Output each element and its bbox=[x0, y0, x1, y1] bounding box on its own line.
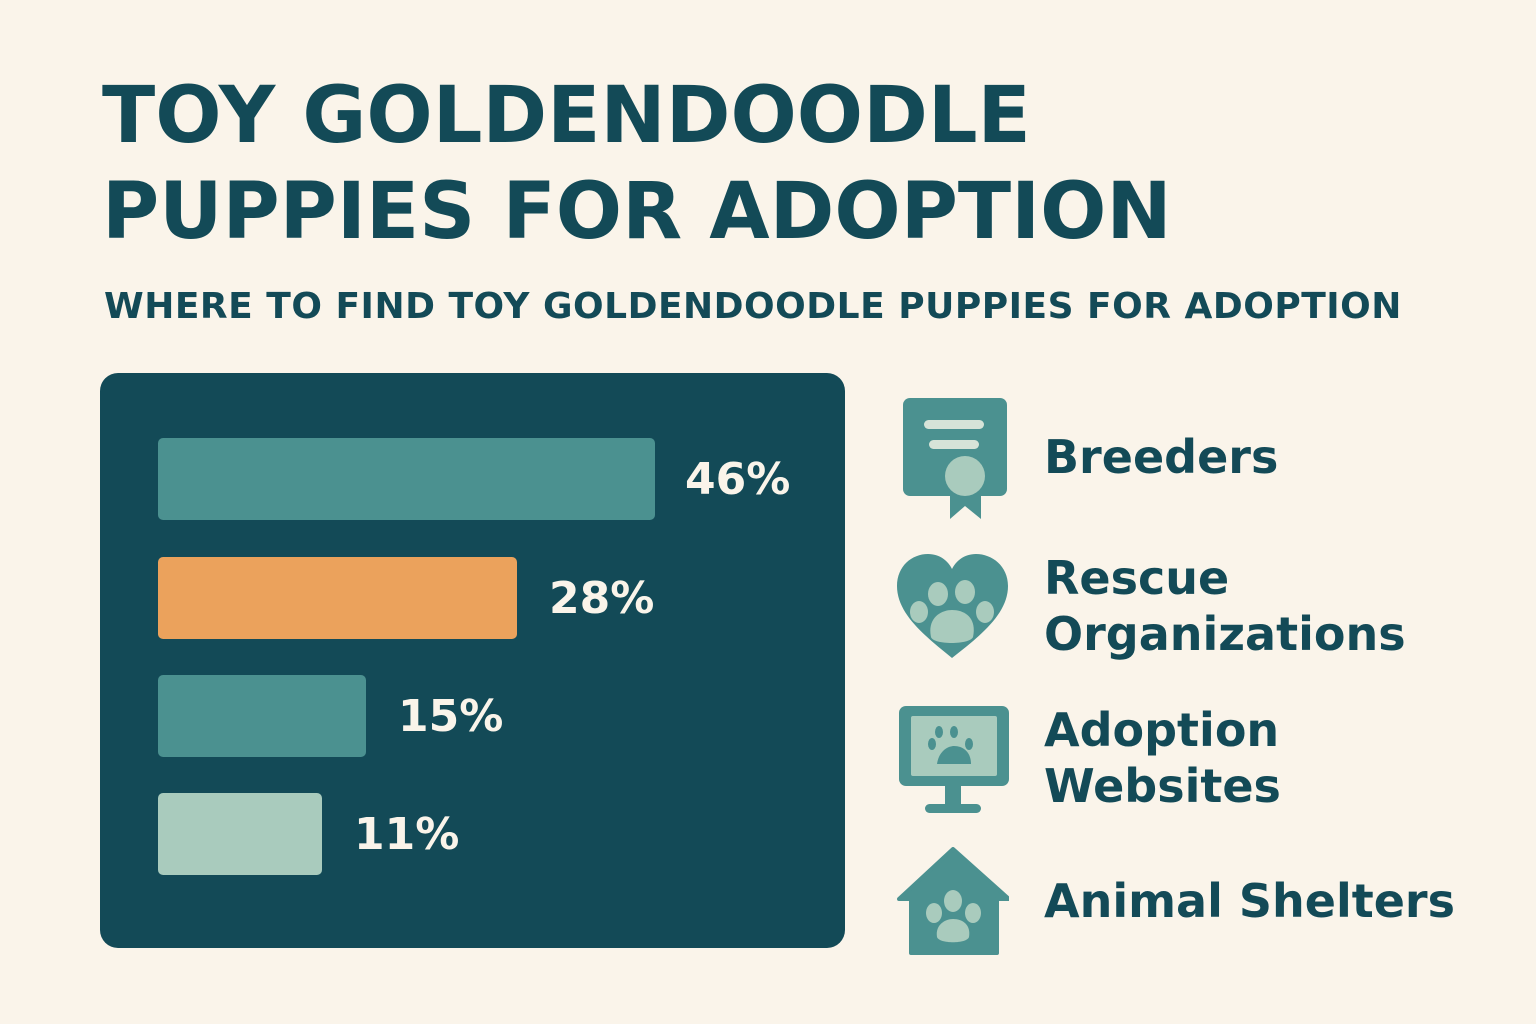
bar-rescue-organizations bbox=[158, 557, 517, 639]
bar-value-label: 11% bbox=[354, 808, 460, 860]
legend-label: Breeders bbox=[1044, 429, 1279, 484]
chart-panel: 46% 28% 15% 11% bbox=[100, 373, 845, 948]
certificate-icon bbox=[895, 394, 1010, 519]
legend-label: Animal Shelters bbox=[1044, 874, 1455, 928]
monitor-paw-icon bbox=[895, 702, 1010, 814]
legend-item-adoption-websites: Adoption Websites bbox=[895, 702, 1281, 814]
bar-row-breeders: 46% bbox=[158, 438, 790, 520]
heart-paw-icon bbox=[895, 552, 1010, 660]
title-line-1: TOY GOLDENDOODLE bbox=[102, 71, 1031, 161]
bar-adoption-websites bbox=[158, 675, 366, 757]
bar-animal-shelters bbox=[158, 793, 322, 875]
bar-row-rescue-organizations: 28% bbox=[158, 557, 654, 639]
house-paw-icon bbox=[895, 847, 1010, 955]
bar-value-label: 15% bbox=[398, 690, 504, 742]
bar-row-adoption-websites: 15% bbox=[158, 675, 503, 757]
legend-item-rescue-organizations: Rescue Organizations bbox=[895, 550, 1406, 662]
bar-value-label: 46% bbox=[685, 453, 791, 505]
legend-label: Rescue Organizations bbox=[1044, 551, 1406, 661]
bar-breeders bbox=[158, 438, 655, 520]
bar-value-label: 28% bbox=[549, 572, 655, 624]
bar-row-animal-shelters: 11% bbox=[158, 793, 459, 875]
page-subtitle: WHERE TO FIND TOY GOLDENDOODLE PUPPIES F… bbox=[104, 286, 1402, 327]
title-line-2: PUPPIES FOR ADOPTION bbox=[102, 167, 1172, 257]
page-title: TOY GOLDENDOODLE PUPPIES FOR ADOPTION bbox=[102, 68, 1172, 260]
legend-label: Adoption Websites bbox=[1044, 703, 1281, 813]
legend-item-animal-shelters: Animal Shelters bbox=[895, 847, 1455, 955]
legend-item-breeders: Breeders bbox=[895, 394, 1278, 519]
